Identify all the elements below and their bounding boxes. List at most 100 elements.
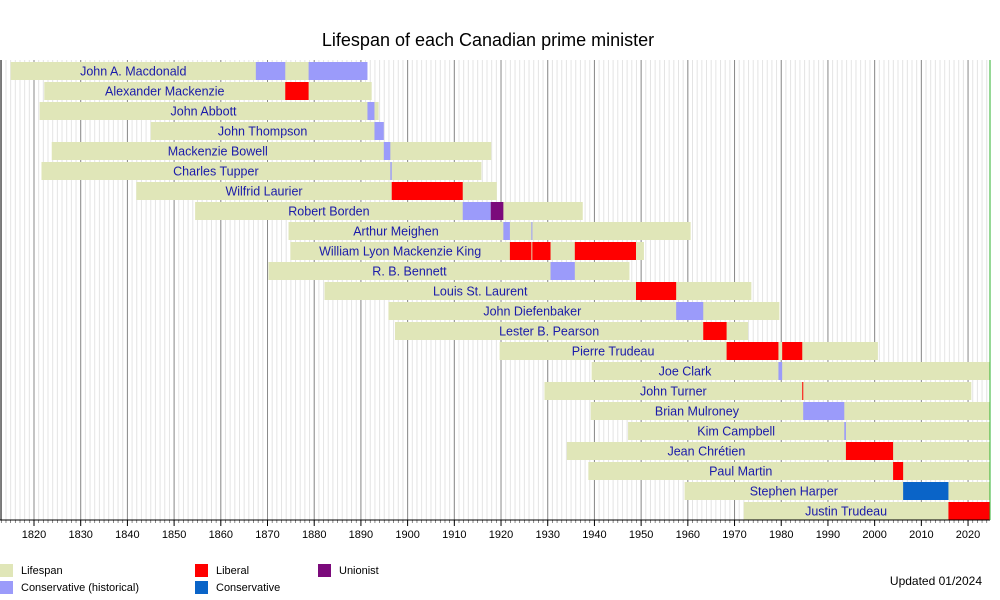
pm-name: Alexander Mackenzie — [105, 84, 225, 98]
pm-name: John Turner — [640, 384, 707, 398]
lifespan-bar — [268, 262, 630, 280]
x-tick-label: 1870 — [255, 529, 279, 541]
pm-name: Brian Mulroney — [655, 404, 740, 418]
lifespan-bar — [395, 322, 749, 340]
lifespan-bar — [41, 162, 482, 180]
x-tick-label: 1850 — [162, 529, 186, 541]
pm-name: John Thompson — [218, 124, 307, 138]
x-tick-label: 2000 — [862, 529, 886, 541]
lifespan-bar — [288, 222, 691, 240]
term-bar — [803, 402, 845, 420]
term-bar — [676, 302, 704, 320]
legend-swatch — [195, 581, 208, 594]
lifespan-bar — [544, 382, 972, 400]
legend-label: Lifespan — [21, 565, 63, 577]
term-bar — [550, 262, 575, 280]
pm-name: Jean Chrétien — [667, 444, 745, 458]
term-bar — [367, 102, 375, 120]
pm-name: Louis St. Laurent — [433, 284, 528, 298]
pm-name: John A. Macdonald — [80, 64, 186, 78]
legend-swatch — [195, 564, 208, 577]
lifespan-bar — [566, 442, 990, 460]
lifespan-bar — [591, 362, 990, 380]
term-bar — [635, 282, 677, 300]
pm-name: William Lyon Mackenzie King — [319, 244, 481, 258]
pm-name: Stephen Harper — [750, 484, 838, 498]
term-bar — [532, 242, 551, 260]
x-tick-label: 1880 — [302, 529, 326, 541]
term-bar — [844, 422, 846, 440]
lifespan-bar — [195, 202, 583, 220]
pm-name: Paul Martin — [709, 464, 772, 478]
pm-name: Lester B. Pearson — [499, 324, 599, 338]
lifespan-bar — [388, 302, 780, 320]
legend-swatch — [318, 564, 331, 577]
term-bar — [574, 242, 636, 260]
pm-name: John Diefenbaker — [483, 304, 581, 318]
term-bar — [391, 182, 463, 200]
x-tick-label: 1820 — [22, 529, 46, 541]
pm-name: Joe Clark — [659, 364, 713, 378]
lifespan-bar — [290, 242, 644, 260]
lifespan-bar — [39, 102, 379, 120]
legend-label: Conservative (historical) — [21, 582, 139, 594]
x-tick-label: 1980 — [769, 529, 793, 541]
pm-name: Wilfrid Laurier — [225, 184, 302, 198]
lifespan-bar — [743, 502, 990, 520]
term-bar — [308, 62, 368, 80]
pm-name: Arthur Meighen — [353, 224, 439, 238]
pm-name: Pierre Trudeau — [572, 344, 655, 358]
lifespan-bar — [588, 462, 990, 480]
x-tick-label: 1840 — [115, 529, 139, 541]
term-bar — [802, 382, 804, 400]
x-tick-label: 1860 — [209, 529, 233, 541]
lifespan-bar — [590, 402, 990, 420]
legend-label: Conservative — [216, 582, 280, 594]
pm-name: Justin Trudeau — [805, 504, 887, 518]
x-tick-label: 1970 — [722, 529, 746, 541]
term-bar — [903, 482, 949, 500]
term-bar — [285, 82, 309, 100]
pm-name: Robert Borden — [288, 204, 369, 218]
pm-name: R. B. Bennett — [372, 264, 447, 278]
annotation: Updated 01/2024 — [890, 574, 982, 588]
x-tick-label: 1890 — [349, 529, 373, 541]
x-tick-label: 2020 — [956, 529, 980, 541]
term-bar — [893, 462, 904, 480]
lifespan-bar — [324, 282, 752, 300]
x-tick-label: 1920 — [489, 529, 513, 541]
pm-name: Charles Tupper — [173, 164, 258, 178]
term-bar — [462, 202, 491, 220]
term-bar — [490, 202, 504, 220]
x-tick-label: 2010 — [909, 529, 933, 541]
x-tick-label: 1910 — [442, 529, 466, 541]
term-bar — [374, 122, 384, 140]
term-bar — [778, 362, 783, 380]
term-bar — [503, 222, 510, 240]
lifespan-bar — [499, 342, 878, 360]
term-bar — [531, 222, 533, 240]
term-bar — [726, 342, 779, 360]
lifespan-bar — [150, 122, 384, 140]
chart-title: Lifespan of each Canadian prime minister — [322, 30, 654, 50]
term-bar — [948, 502, 990, 520]
legend-swatch — [0, 581, 13, 594]
x-tick-label: 1950 — [629, 529, 653, 541]
pm-name: John Abbott — [171, 104, 238, 118]
x-tick-label: 1830 — [68, 529, 92, 541]
lifespan-bar — [51, 142, 492, 160]
x-tick-label: 1990 — [816, 529, 840, 541]
pm-name: Kim Campbell — [697, 424, 775, 438]
term-bar — [383, 142, 391, 160]
x-tick-label: 1930 — [535, 529, 559, 541]
x-tick-label: 1900 — [395, 529, 419, 541]
term-bar — [845, 442, 894, 460]
term-bar — [390, 162, 392, 180]
legend-label: Unionist — [339, 565, 379, 577]
x-tick-label: 1940 — [582, 529, 606, 541]
term-bar — [782, 342, 803, 360]
term-bar — [703, 322, 727, 340]
term-bar — [509, 242, 532, 260]
lifespan-bar — [628, 422, 990, 440]
